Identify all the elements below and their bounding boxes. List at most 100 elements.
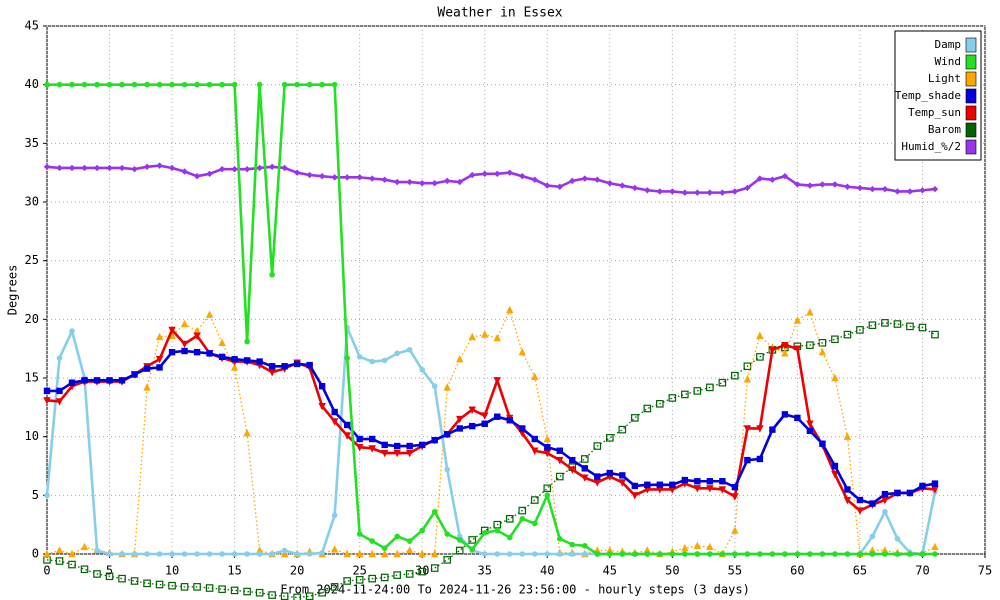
marker: [682, 551, 688, 557]
marker: [556, 535, 563, 542]
marker: [768, 346, 777, 355]
marker: [743, 374, 752, 383]
marker: [806, 341, 814, 349]
marker: [119, 81, 125, 88]
marker: [156, 162, 163, 169]
marker: [243, 587, 251, 596]
marker: [180, 319, 189, 328]
marker: [618, 425, 627, 434]
marker: [281, 81, 288, 88]
marker: [493, 333, 501, 342]
marker: [406, 442, 413, 450]
marker: [843, 432, 852, 440]
marker: [519, 551, 526, 557]
marker: [519, 425, 526, 432]
marker: [718, 486, 727, 494]
marker: [718, 378, 727, 387]
legend-label: Humid_%/2: [901, 140, 961, 153]
marker: [843, 330, 852, 339]
marker: [306, 361, 313, 369]
marker: [418, 567, 427, 576]
marker: [456, 415, 464, 424]
marker: [280, 592, 289, 600]
marker: [794, 551, 801, 557]
marker: [206, 551, 213, 557]
marker: [194, 551, 200, 557]
marker: [181, 551, 188, 557]
marker: [431, 508, 438, 515]
marker: [419, 441, 426, 449]
marker: [481, 330, 489, 338]
marker: [281, 363, 288, 370]
marker: [906, 188, 914, 195]
marker: [556, 183, 563, 190]
marker: [280, 549, 289, 558]
marker: [807, 551, 813, 557]
legend-swatch: [965, 37, 977, 53]
marker: [505, 514, 514, 523]
marker: [806, 420, 814, 428]
marker: [669, 481, 676, 488]
marker: [831, 335, 839, 344]
marker: [118, 164, 126, 172]
marker: [793, 316, 802, 324]
marker: [681, 390, 689, 399]
marker: [419, 527, 426, 534]
marker: [531, 520, 538, 527]
marker: [619, 472, 626, 479]
marker: [881, 319, 889, 327]
marker: [230, 586, 239, 595]
marker: [293, 169, 301, 176]
y-tick-label: 10: [25, 429, 39, 443]
marker: [168, 348, 176, 356]
y-tick-label: 45: [25, 19, 39, 33]
marker: [194, 81, 200, 88]
marker: [106, 164, 113, 172]
marker: [694, 551, 701, 557]
marker: [468, 332, 476, 341]
marker: [418, 549, 426, 558]
marker: [318, 383, 326, 390]
x-tick-label: 45: [603, 564, 617, 578]
marker: [355, 576, 364, 584]
marker: [544, 551, 551, 557]
marker: [131, 551, 138, 557]
marker: [369, 538, 375, 544]
marker: [330, 545, 339, 553]
marker: [707, 551, 713, 557]
marker: [894, 535, 901, 542]
marker: [106, 377, 113, 384]
marker: [56, 164, 63, 172]
x-tick-label: 15: [227, 564, 241, 578]
marker: [68, 560, 76, 569]
marker: [431, 549, 439, 558]
marker: [231, 551, 238, 557]
marker: [643, 486, 652, 494]
marker: [831, 181, 839, 188]
marker: [218, 338, 226, 346]
marker: [68, 379, 76, 386]
marker: [556, 551, 563, 557]
marker: [819, 440, 826, 447]
marker: [769, 426, 776, 433]
marker: [756, 175, 764, 182]
marker: [831, 462, 839, 470]
marker: [857, 551, 863, 557]
y-tick-label: 30: [25, 195, 39, 209]
marker: [844, 486, 851, 493]
marker: [869, 551, 876, 557]
marker: [81, 81, 88, 88]
x-tick-label: 50: [665, 564, 679, 578]
marker: [368, 574, 376, 583]
marker: [706, 478, 714, 485]
marker: [244, 338, 250, 345]
marker: [330, 583, 339, 591]
marker: [818, 347, 827, 356]
marker: [893, 320, 902, 328]
marker: [118, 377, 126, 384]
legend-swatch: [965, 71, 977, 87]
marker: [656, 481, 664, 488]
marker: [44, 492, 50, 499]
marker: [731, 188, 739, 195]
marker: [693, 541, 702, 549]
